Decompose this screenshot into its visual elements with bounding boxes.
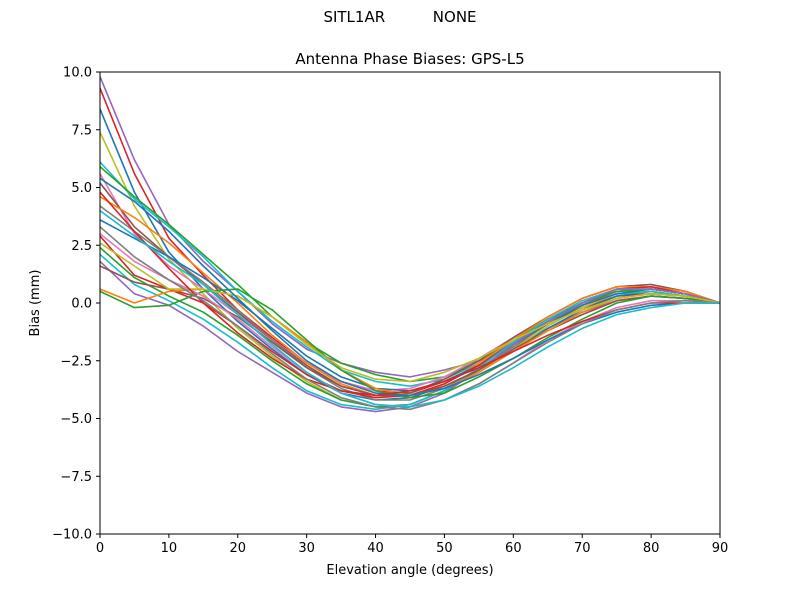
plot-area (100, 75, 720, 413)
y-tick-label: 2.5 (71, 239, 92, 254)
y-tick-label: −2.5 (60, 354, 92, 369)
y-tick-label: 7.5 (71, 123, 92, 138)
y-tick-label: −7.5 (60, 470, 92, 485)
series-line-19 (100, 242, 720, 383)
y-tick-label: −5.0 (60, 412, 92, 427)
figure-suptitle: SITL1AR NONE (323, 8, 477, 26)
series-line-12 (100, 235, 720, 399)
x-tick-label: 40 (367, 541, 384, 556)
series-line-24 (100, 209, 720, 408)
x-tick-label: 80 (643, 541, 660, 556)
x-tick-label: 60 (505, 541, 522, 556)
series-line-1 (100, 75, 720, 378)
y-tick-label: 0.0 (71, 297, 92, 312)
axes: 0 10 20 30 40 50 60 70 80 90 10.0 7.5 5.0 2.5 0.0 −2.5 −… (52, 66, 728, 557)
x-tick-label: 0 (96, 541, 104, 556)
x-tick-label: 30 (298, 541, 315, 556)
series-line-23 (100, 226, 720, 411)
series-line-2 (100, 87, 720, 394)
series-line-21 (100, 177, 720, 397)
series-line-7 (100, 172, 720, 392)
y-axis-label: Bias (mm) (28, 270, 43, 337)
chart-title: Antenna Phase Biases: GPS-L5 (295, 50, 524, 68)
x-tick-label: 50 (436, 541, 453, 556)
y-tick-label: −10.0 (52, 528, 92, 543)
x-tick-label: 10 (161, 541, 178, 556)
series-line-3 (100, 108, 720, 401)
y-tick-label: 10.0 (63, 66, 92, 81)
series-line-10 (100, 205, 720, 401)
series-line-4 (100, 131, 720, 408)
plot-frame (99, 71, 721, 535)
x-tick-label: 20 (230, 541, 247, 556)
x-axis-label: Elevation angle (degrees) (326, 563, 493, 578)
x-tick-label: 90 (712, 541, 729, 556)
y-tick-label: 5.0 (71, 181, 92, 196)
series-line-18 (100, 288, 720, 399)
x-tick-label: 70 (574, 541, 591, 556)
